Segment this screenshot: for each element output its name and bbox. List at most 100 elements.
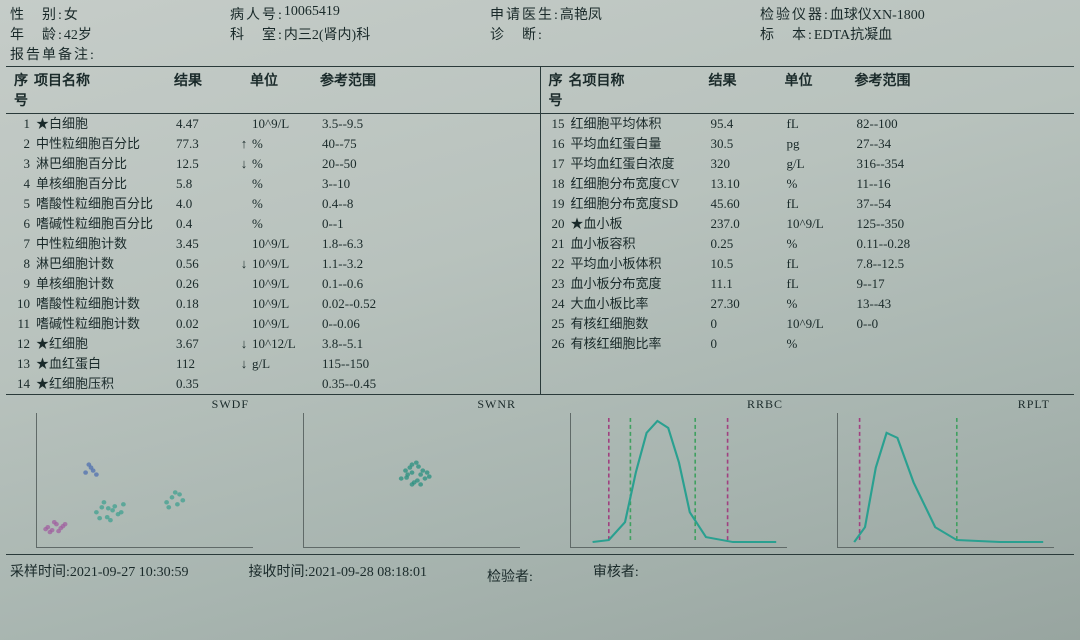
cell-name: 平均血红蛋白浓度 (571, 154, 711, 174)
cell-unit: 10^12/L (252, 334, 322, 354)
table-row: 18红细胞分布宽度CV13.10%11--16 (541, 174, 1075, 194)
cell-range (857, 334, 947, 354)
cell-range: 0--0 (857, 314, 947, 334)
table-row: 25有核红细胞数010^9/L0--0 (541, 314, 1075, 334)
cell-idx: 7 (8, 234, 36, 254)
cell-result: 0.4 (176, 214, 236, 234)
cell-flag (771, 194, 787, 214)
report-header: 性 别:女 病人号:10065419 申请医生:高艳凤 检验仪器:血球仪XN-1… (0, 0, 1080, 66)
cell-unit (252, 374, 322, 394)
cell-name: 单核细胞百分比 (36, 174, 176, 194)
cell-idx: 18 (543, 174, 571, 194)
cell-result: 0 (711, 314, 771, 334)
table-row: 7中性粒细胞计数3.4510^9/L1.8--6.3 (6, 234, 540, 254)
cell-flag: ↓ (236, 334, 252, 354)
cell-result: 77.3 (176, 134, 236, 154)
col-range: 参考范围 (320, 70, 410, 110)
table-row: 9单核细胞计数0.2610^9/L0.1--0.6 (6, 274, 540, 294)
cell-idx: 3 (8, 154, 36, 174)
cell-result: 27.30 (711, 294, 771, 314)
col-name2: 名项目称 (569, 70, 709, 110)
cell-idx: 17 (543, 154, 571, 174)
cell-flag (236, 114, 252, 134)
cell-result: 12.5 (176, 154, 236, 174)
cell-range: 0.11--0.28 (857, 234, 947, 254)
cell-range: 115--150 (322, 354, 412, 374)
cell-range: 7.8--12.5 (857, 254, 947, 274)
table-row: 21血小板容积0.25%0.11--0.28 (541, 234, 1075, 254)
cell-unit: % (787, 334, 857, 354)
cell-range: 9--17 (857, 274, 947, 294)
table-row: 12★红细胞3.67↓10^12/L3.8--5.1 (6, 334, 540, 354)
cell-name: 中性粒细胞计数 (36, 234, 176, 254)
table-row: 4单核细胞百分比5.8%3--10 (6, 174, 540, 194)
cell-name: ★红细胞压积 (36, 374, 176, 394)
cell-unit: % (252, 174, 322, 194)
cell-unit: 10^9/L (252, 274, 322, 294)
cell-name: 平均血小板体积 (571, 254, 711, 274)
cell-result: 13.10 (711, 174, 771, 194)
cell-result: 237.0 (711, 214, 771, 234)
cell-name: 大血小板比率 (571, 294, 711, 314)
pid-value: 10065419 (284, 4, 340, 24)
cell-range: 37--54 (857, 194, 947, 214)
table-row: 19红细胞分布宽度SD45.60fL37--54 (541, 194, 1075, 214)
cell-name: 血小板容积 (571, 234, 711, 254)
cell-flag: ↑ (236, 134, 252, 154)
chart-rrbc-title: RRBC (747, 397, 783, 412)
cell-unit: fL (787, 194, 857, 214)
cell-range: 0.35--0.45 (322, 374, 412, 394)
cell-unit: 10^9/L (252, 254, 322, 274)
cell-flag (236, 374, 252, 394)
table-row: 6嗜碱性粒细胞百分比0.4%0--1 (6, 214, 540, 234)
cell-result: 4.0 (176, 194, 236, 214)
cell-flag (236, 294, 252, 314)
cell-result: 45.60 (711, 194, 771, 214)
pid-label: 病人号: (230, 4, 284, 24)
cell-idx: 21 (543, 234, 571, 254)
cell-name: 有核红细胞比率 (571, 334, 711, 354)
cell-result: 0 (711, 334, 771, 354)
table-row: 22平均血小板体积10.5fL7.8--12.5 (541, 254, 1075, 274)
cell-idx: 10 (8, 294, 36, 314)
cell-name: ★白细胞 (36, 114, 176, 134)
cell-range: 316--354 (857, 154, 947, 174)
cell-result: 3.45 (176, 234, 236, 254)
cell-flag (771, 334, 787, 354)
cell-range: 0.4--8 (322, 194, 412, 214)
cell-name: 淋巴细胞百分比 (36, 154, 176, 174)
cell-unit: 10^9/L (252, 294, 322, 314)
left-pane: 序号 项目名称 结果 单位 参考范围 1★白细胞4.4710^9/L3.5--9… (6, 67, 541, 394)
cell-idx: 11 (8, 314, 36, 334)
cell-flag (771, 314, 787, 334)
cell-name: 单核细胞计数 (36, 274, 176, 294)
cell-name: 平均血红蛋白量 (571, 134, 711, 154)
table-row: 16平均血红蛋白量30.5pg27--34 (541, 134, 1075, 154)
cell-result: 0.18 (176, 294, 236, 314)
table-row: 1★白细胞4.4710^9/L3.5--9.5 (6, 114, 540, 134)
cell-unit: 10^9/L (252, 114, 322, 134)
cell-flag (771, 134, 787, 154)
table-row: 3淋巴细胞百分比12.5↓%20--50 (6, 154, 540, 174)
cell-result: 0.26 (176, 274, 236, 294)
cell-unit: 10^9/L (787, 214, 857, 234)
doctor-value: 高艳凤 (560, 4, 602, 24)
col-unit: 单位 (250, 70, 320, 110)
cell-unit: pg (787, 134, 857, 154)
instrument-value: 血球仪XN-1800 (830, 4, 925, 24)
cell-unit: 10^9/L (252, 234, 322, 254)
cell-range: 3.5--9.5 (322, 114, 412, 134)
spec-label: 标 本: (760, 24, 814, 44)
cell-idx: 12 (8, 334, 36, 354)
cell-idx: 15 (543, 114, 571, 134)
cell-flag (771, 174, 787, 194)
cell-unit: 10^9/L (252, 314, 322, 334)
cell-unit: % (787, 294, 857, 314)
col-unit2: 单位 (785, 70, 855, 110)
cell-idx: 20 (543, 214, 571, 234)
col-idx2: 序号 (541, 70, 569, 110)
age-value: 42岁 (64, 24, 92, 44)
dept-label: 科 室: (230, 24, 284, 44)
cell-unit: % (787, 234, 857, 254)
cell-flag (771, 294, 787, 314)
